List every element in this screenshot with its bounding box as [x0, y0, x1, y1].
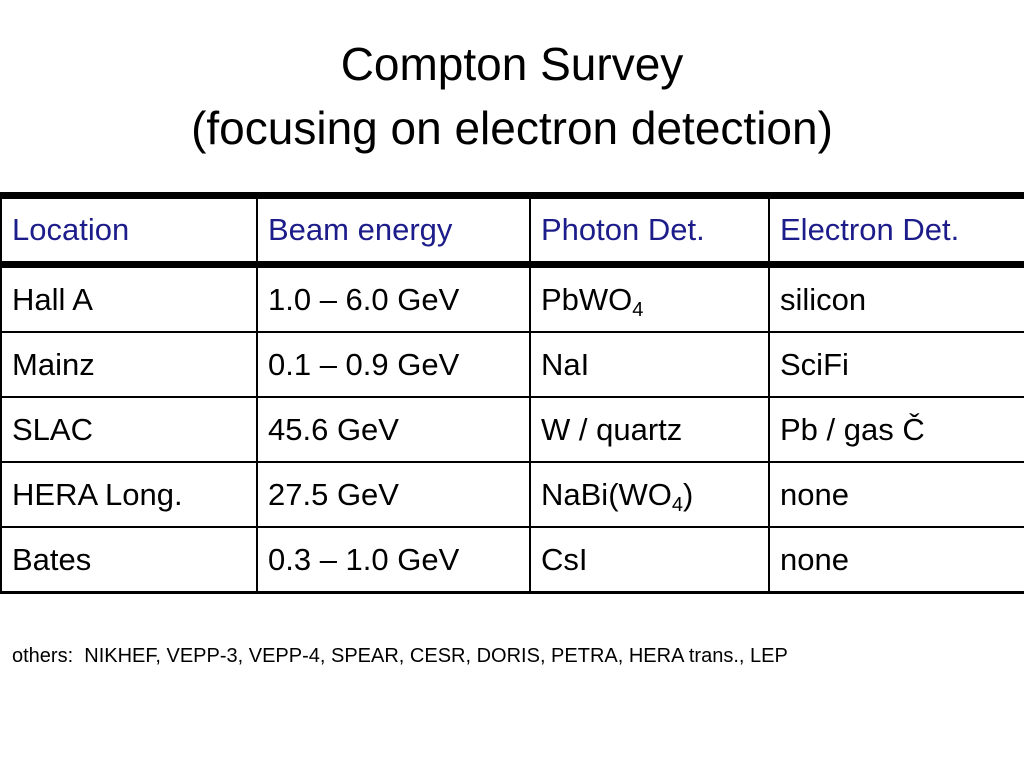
cell-beam-energy: 1.0 – 6.0 GeV [256, 263, 531, 333]
table-row: Mainz 0.1 – 0.9 GeV NaI SciFi [0, 331, 1024, 398]
header-photon-det: Photon Det. [529, 192, 770, 268]
others-note: others: NIKHEF, VEPP-3, VEPP-4, SPEAR, C… [12, 645, 788, 667]
header-beam-energy: Beam energy [256, 192, 531, 268]
cell-electron-det: silicon [768, 263, 1024, 333]
table-row: Hall A 1.0 – 6.0 GeV PbWO4 silicon [0, 263, 1024, 333]
cell-electron-det: none [768, 526, 1024, 594]
photon-det-subscript: 4 [671, 493, 684, 516]
cell-beam-energy: 0.3 – 1.0 GeV [256, 526, 531, 594]
cell-photon-det: NaI [529, 331, 770, 398]
cell-photon-det: W / quartz [529, 396, 770, 463]
cell-beam-energy: 0.1 – 0.9 GeV [256, 331, 531, 398]
cell-location: Hall A [0, 263, 258, 333]
photon-det-text: PbWO [541, 281, 633, 317]
title-line-2: (focusing on electron detection) [191, 102, 833, 154]
cell-electron-det: Pb / gas Č [768, 396, 1024, 463]
header-electron-det: Electron Det. [768, 192, 1024, 268]
cell-location: Mainz [0, 331, 258, 398]
compton-survey-table: Location Beam energy Photon Det. Electro… [0, 192, 1024, 594]
photon-det-subscript: 4 [632, 298, 644, 321]
cell-photon-det: PbWO4 [529, 263, 770, 333]
cell-location: HERA Long. [0, 461, 258, 528]
cell-electron-det: SciFi [768, 331, 1024, 398]
cell-photon-det: NaBi(WO4) [529, 461, 770, 528]
header-location: Location [0, 192, 258, 268]
cell-location: Bates [0, 526, 258, 594]
table-row: SLAC 45.6 GeV W / quartz Pb / gas Č [0, 396, 1024, 463]
cell-beam-energy: 27.5 GeV [256, 461, 531, 528]
cell-electron-det: none [768, 461, 1024, 528]
table-row: Bates 0.3 – 1.0 GeV CsI none [0, 526, 1024, 594]
page-title: Compton Survey (focusing on electron det… [0, 32, 1024, 160]
cell-location: SLAC [0, 396, 258, 463]
title-line-1: Compton Survey [340, 38, 684, 90]
cell-photon-det: CsI [529, 526, 770, 594]
photon-det-text: CsI [541, 541, 588, 577]
table-header-row: Location Beam energy Photon Det. Electro… [0, 192, 1024, 268]
photon-det-text: W / quartz [541, 411, 683, 447]
photon-det-text: NaI [541, 346, 590, 382]
photon-det-text: NaBi(WO [541, 476, 672, 512]
cell-beam-energy: 45.6 GeV [256, 396, 531, 463]
photon-det-tail: ) [683, 476, 694, 512]
table-row: HERA Long. 27.5 GeV NaBi(WO4) none [0, 461, 1024, 528]
